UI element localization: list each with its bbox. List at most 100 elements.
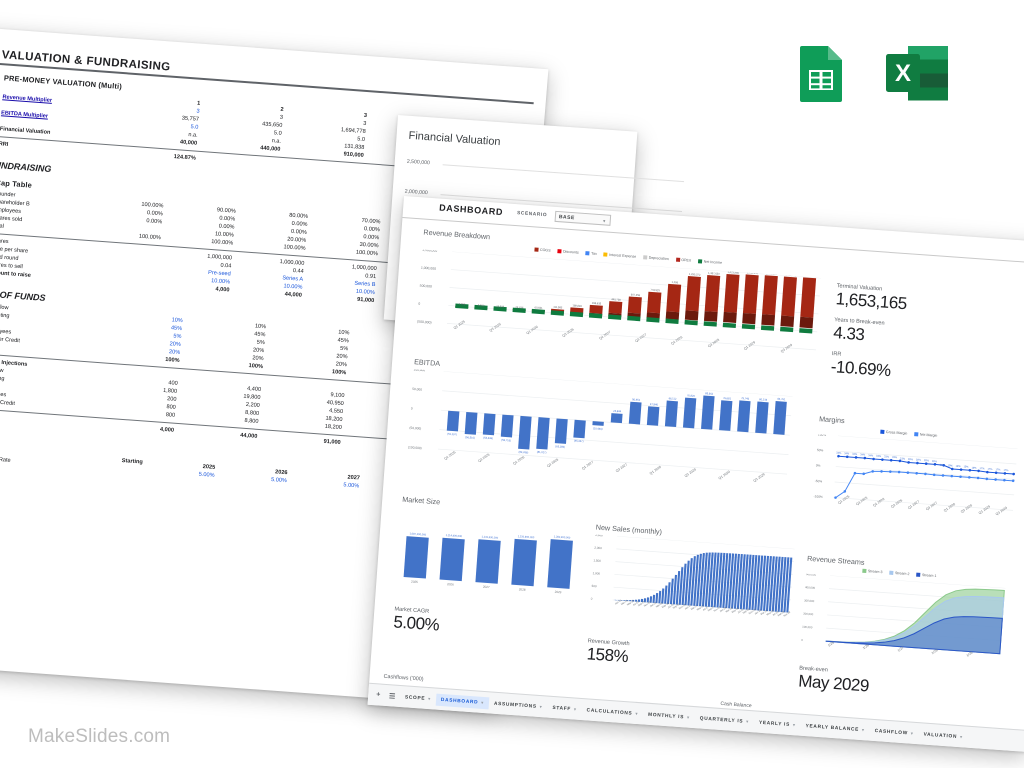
legend-item: Stream 3: [862, 568, 883, 575]
legend-label: Interest Expense: [609, 252, 637, 259]
tab-label: CASHFLOW: [874, 728, 909, 736]
legend-label: Net Margin: [919, 432, 938, 438]
svg-text:76,681: 76,681: [723, 396, 732, 401]
svg-text:85,662: 85,662: [705, 391, 714, 396]
svg-text:13,525: 13,525: [496, 304, 505, 309]
svg-text:47,946: 47,946: [650, 402, 659, 407]
svg-text:1,500: 1,500: [593, 558, 601, 563]
sheet-tab-assumptions[interactable]: ASSUMPTIONS ▾: [489, 697, 548, 713]
kpi-group: Terminal Valuation 1,653,165 Years to Br…: [830, 283, 1024, 390]
tab-label: ASSUMPTIONS: [493, 701, 537, 710]
chevron-down-icon[interactable]: ▾: [481, 699, 485, 705]
chevron-down-icon[interactable]: ▾: [686, 714, 691, 720]
gridline: [442, 164, 685, 183]
svg-text:100,000: 100,000: [802, 625, 813, 630]
legend-label: Depreciation: [648, 255, 669, 262]
all-sheets-icon[interactable]: ☰: [388, 692, 397, 701]
legend-label: COGS: [539, 247, 551, 253]
svg-text:60,661: 60,661: [534, 305, 543, 310]
dashboard-sheet[interactable]: DASHBOARD SCENARIO BASE ▾ Revenue Breakd…: [367, 196, 1024, 752]
tab-label: DASHBOARD: [440, 697, 479, 706]
svg-text:(51,197): (51,197): [447, 432, 457, 437]
microsoft-excel-icon[interactable]: X: [884, 44, 950, 102]
legend-item: Stream 1: [916, 572, 937, 578]
new-sales-plot: 2,500 2,000 1,500 1,000 500 0 Jan-25 Mar-25 May-…: [589, 533, 795, 637]
chevron-down-icon[interactable]: ▾: [635, 710, 639, 716]
kpi-years-to-break-even: Years to Break-even 4.33: [833, 317, 1024, 357]
chevron-down-icon[interactable]: ▾: [959, 733, 964, 739]
legend-item: Discounts: [557, 249, 579, 255]
google-sheets-icon[interactable]: [792, 44, 850, 102]
svg-text:33%: 33%: [900, 457, 906, 460]
sheet-tab-cashflow[interactable]: CASHFLOW ▾: [869, 724, 919, 739]
legend-swatch: [603, 252, 608, 257]
svg-text:(500,000): (500,000): [417, 320, 432, 325]
sheet-tab-yearly-balance[interactable]: YEARLY BALANCE ▾: [800, 719, 870, 736]
sheet-tab-quarterly-is[interactable]: QUARTERLY IS ▾: [694, 712, 754, 728]
svg-text:29%: 29%: [940, 464, 946, 467]
watermark: MakeSlides.com: [28, 726, 171, 747]
sheet-tab-monthly-is[interactable]: MONTHLY IS ▾: [643, 708, 696, 724]
chevron-down-icon[interactable]: ▾: [792, 721, 796, 727]
svg-text:0: 0: [801, 638, 803, 642]
kpi-terminal-valuation: Terminal Valuation 1,653,165: [835, 283, 1024, 323]
svg-text:2026: 2026: [447, 582, 454, 586]
svg-text:(63,286): (63,286): [555, 444, 565, 449]
sheet-tab-calculations[interactable]: CALCULATIONS ▾: [581, 704, 643, 720]
svg-text:500,000: 500,000: [806, 574, 817, 577]
legend-item: COGS: [534, 247, 551, 253]
svg-text:(100,000): (100,000): [408, 445, 422, 450]
sheet-tab-dashboard[interactable]: DASHBOARD ▾: [435, 693, 490, 709]
svg-text:111,583: 111,583: [553, 305, 563, 310]
svg-text:2028: 2028: [519, 587, 526, 591]
legend-swatch: [889, 570, 894, 575]
legend-swatch: [557, 249, 562, 254]
legend-swatch: [880, 429, 885, 434]
sheet-tab-yearly-is[interactable]: YEARLY IS ▾: [754, 716, 802, 731]
svg-text:-50%: -50%: [815, 479, 823, 484]
sheet-tab-bar[interactable]: + ☰ SCOPE ▾ DASHBOARD ▾ ASSUMPTIONS ▾ STAFF ▾ CA…: [367, 682, 1024, 752]
tab-label: MONTHLY IS: [647, 712, 685, 720]
svg-text:1,482,782: 1,482,782: [804, 273, 816, 278]
svg-text:50%: 50%: [817, 448, 824, 452]
svg-text:1,000,000: 1,000,000: [421, 266, 436, 271]
svg-text:30%: 30%: [932, 460, 938, 463]
svg-text:100,000: 100,000: [413, 369, 425, 372]
market-size-plot: 1,087,200,000 2025 1,114,400,000 2026 1,141,…: [396, 509, 582, 606]
svg-text:2,500: 2,500: [595, 535, 603, 538]
svg-text:1,036: 1,036: [671, 280, 678, 284]
sheet-tab-staff[interactable]: STAFF ▾: [547, 701, 582, 715]
svg-text:5,560: 5,560: [478, 303, 485, 307]
svg-text:30%: 30%: [916, 458, 922, 461]
svg-text:33%: 33%: [892, 456, 898, 459]
svg-text:(45,447): (45,447): [574, 439, 584, 444]
scenario-dropdown[interactable]: BASE ▾: [554, 210, 612, 226]
legend-item: Gross Margin: [880, 429, 908, 436]
kpi-value: 158%: [586, 644, 629, 667]
svg-text:500: 500: [591, 584, 597, 588]
tab-label: SCOPE: [404, 694, 426, 702]
sheet-tab-valuation[interactable]: VALUATION ▾: [918, 728, 968, 743]
legend-label: Discounts: [562, 249, 579, 255]
chevron-down-icon[interactable]: ▾: [910, 730, 914, 736]
chevron-down-icon[interactable]: ▾: [573, 705, 577, 712]
chevron-down-icon[interactable]: ▾: [539, 703, 543, 709]
revenue-streams-plot: 500,000 400,000 300,000 200,000 100,000 0 1/25…: [800, 572, 1006, 672]
svg-text:30%: 30%: [924, 459, 930, 462]
chevron-down-icon[interactable]: ▾: [428, 695, 432, 701]
svg-text:(56,716): (56,716): [501, 438, 511, 443]
legend-label: Stream 2: [894, 571, 910, 577]
chevron-down-icon[interactable]: ▾: [746, 718, 750, 724]
svg-text:0: 0: [418, 302, 420, 306]
legend-label: Stream 3: [867, 569, 883, 575]
margins-svg: 100%50%0%-50%-100%34% 34% 34% 34% 34% 33% 33% 3…: [813, 433, 1018, 511]
svg-text:17%: 17%: [979, 467, 985, 470]
sheet-tab-scope[interactable]: SCOPE ▾: [400, 691, 437, 706]
svg-text:33%: 33%: [876, 455, 882, 458]
svg-text:607,356: 607,356: [631, 292, 641, 297]
add-sheet-icon[interactable]: +: [376, 691, 382, 699]
chevron-down-icon[interactable]: ▾: [861, 726, 865, 732]
svg-text:19%: 19%: [971, 467, 977, 470]
svg-text:1,114,400,000: 1,114,400,000: [446, 533, 463, 538]
svg-text:(54,446): (54,446): [483, 436, 493, 441]
